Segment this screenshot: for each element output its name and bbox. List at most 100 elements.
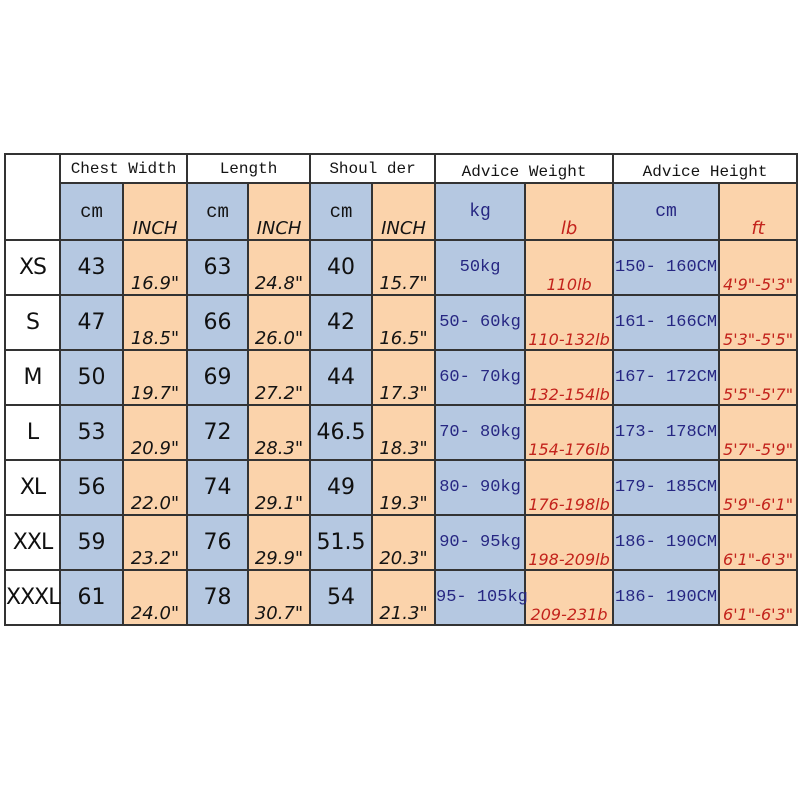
unit-shoulder-cm: cm [309, 182, 374, 241]
size-label: XL [4, 459, 61, 516]
shoulder-inch-cell: 19.3" [371, 459, 437, 516]
weight-lb-cell: 154-176lb [524, 404, 615, 461]
length-cm-cell: 78 [186, 569, 249, 626]
length-inch-cell: 24.8" [246, 239, 312, 296]
length-cm-cell: 72 [186, 404, 249, 461]
unit-length-inch: INCH [246, 182, 312, 241]
length-cm-cell: 69 [186, 349, 249, 406]
unit-weight-kg: kg [434, 182, 527, 241]
chest-cm-cell: 56 [59, 459, 124, 516]
height-ft-cell: 5'9"-6'1" [718, 459, 799, 516]
weight-kg-cell: 50- 60kg [434, 294, 527, 351]
unit-length-cm: cm [186, 182, 249, 241]
size-chart-table: Chest Width Length Shoul der Advice Weig… [4, 153, 799, 626]
shoulder-inch-cell: 21.3" [371, 569, 437, 626]
shoulder-inch-cell: 18.3" [371, 404, 437, 461]
weight-kg-cell: 70- 80kg [434, 404, 527, 461]
weight-kg-cell: 80- 90kg [434, 459, 527, 516]
corner-cell [4, 153, 61, 241]
shoulder-cm-cell: 46.5 [309, 404, 374, 461]
height-cm-cell: 161- 166CM [612, 294, 721, 351]
length-cm-cell: 74 [186, 459, 249, 516]
size-label: S [4, 294, 61, 351]
column-group-chest-width: Chest Width [59, 153, 188, 184]
size-row-xxxl: XXXL 61 24.0" 78 30.7" 54 21.3" 95- 105k… [4, 569, 799, 626]
chest-cm-cell: 53 [59, 404, 124, 461]
size-label: XXL [4, 514, 61, 571]
chest-cm-cell: 61 [59, 569, 124, 626]
height-cm-cell: 150- 160CM [612, 239, 721, 296]
column-group-advice-weight: Advice Weight [434, 153, 615, 184]
height-ft-cell: 4'9"-5'3" [718, 239, 799, 296]
shoulder-cm-cell: 44 [309, 349, 374, 406]
chest-inch-cell: 23.2" [122, 514, 188, 571]
length-inch-cell: 29.1" [246, 459, 312, 516]
chest-inch-cell: 22.0" [122, 459, 188, 516]
weight-lb-cell: 110lb [524, 239, 615, 296]
height-ft-cell: 5'7"-5'9" [718, 404, 799, 461]
column-group-advice-height: Advice Height [612, 153, 799, 184]
length-cm-cell: 76 [186, 514, 249, 571]
chest-inch-cell: 16.9" [122, 239, 188, 296]
length-inch-cell: 26.0" [246, 294, 312, 351]
unit-header-row: cm INCH cm INCH cm INCH kg lb cm ft [5, 182, 799, 241]
chest-inch-cell: 18.5" [122, 294, 188, 351]
shoulder-inch-cell: 16.5" [371, 294, 437, 351]
weight-lb-cell: 209-231b [524, 569, 615, 626]
weight-lb-cell: 198-209lb [524, 514, 615, 571]
unit-weight-lb: lb [524, 182, 615, 241]
shoulder-cm-cell: 42 [309, 294, 374, 351]
shoulder-inch-cell: 20.3" [371, 514, 437, 571]
size-label: L [4, 404, 61, 461]
shoulder-cm-cell: 49 [309, 459, 374, 516]
unit-shoulder-inch: INCH [371, 182, 437, 241]
height-ft-cell: 5'5"-5'7" [718, 349, 799, 406]
height-cm-cell: 179- 185CM [612, 459, 721, 516]
shoulder-cm-cell: 54 [309, 569, 374, 626]
chest-inch-cell: 24.0" [122, 569, 188, 626]
height-cm-cell: 167- 172CM [612, 349, 721, 406]
weight-lb-cell: 176-198lb [524, 459, 615, 516]
column-group-length: Length [185, 153, 312, 184]
shoulder-cm-cell: 40 [309, 239, 374, 296]
unit-chest-inch: INCH [122, 182, 188, 241]
length-inch-cell: 30.7" [246, 569, 312, 626]
size-row-l: L 53 20.9" 72 28.3" 46.5 18.3" 70- 80kg … [4, 404, 799, 461]
size-row-xxl: XXL 59 23.2" 76 29.9" 51.5 20.3" 90- 95k… [4, 514, 799, 571]
chest-cm-cell: 47 [59, 294, 124, 351]
weight-kg-cell: 95- 105kg [434, 569, 528, 626]
chest-cm-cell: 50 [59, 349, 124, 406]
size-row-xs: XS 43 16.9" 63 24.8" 40 15.7" 50kg 110lb… [4, 239, 799, 296]
unit-height-ft: ft [718, 182, 799, 241]
shoulder-inch-cell: 15.7" [371, 239, 437, 296]
weight-kg-cell: 90- 95kg [434, 514, 527, 571]
size-label: XXXL [4, 569, 61, 626]
length-inch-cell: 28.3" [246, 404, 312, 461]
size-row-xl: XL 56 22.0" 74 29.1" 49 19.3" 80- 90kg 1… [4, 459, 799, 516]
height-ft-cell: 6'1"-6'3" [718, 569, 799, 626]
length-cm-cell: 63 [186, 239, 249, 296]
chest-inch-cell: 20.9" [122, 404, 188, 461]
size-row-s: S 47 18.5" 66 26.0" 42 16.5" 50- 60kg 11… [4, 294, 799, 351]
size-row-m: M 50 19.7" 69 27.2" 44 17.3" 60- 70kg 13… [4, 349, 799, 406]
column-group-row: Chest Width Length Shoul der Advice Weig… [4, 153, 799, 241]
height-cm-cell: 186- 190CM [612, 569, 721, 626]
shoulder-cm-cell: 51.5 [309, 514, 374, 571]
weight-lb-cell: 110-132lb [524, 294, 615, 351]
weight-kg-cell: 50kg [434, 239, 527, 296]
shoulder-inch-cell: 17.3" [371, 349, 437, 406]
height-cm-cell: 173- 178CM [612, 404, 721, 461]
weight-kg-cell: 60- 70kg [434, 349, 527, 406]
length-inch-cell: 29.9" [246, 514, 312, 571]
chest-cm-cell: 43 [59, 239, 124, 296]
height-ft-cell: 5'3"-5'5" [718, 294, 799, 351]
height-cm-cell: 186- 190CM [612, 514, 721, 571]
size-label: XS [4, 239, 61, 296]
length-inch-cell: 27.2" [246, 349, 312, 406]
size-label: M [4, 349, 61, 406]
length-cm-cell: 66 [186, 294, 249, 351]
column-group-shoulder: Shoul der [309, 153, 437, 184]
chest-cm-cell: 59 [59, 514, 124, 571]
unit-chest-cm: cm [59, 182, 124, 241]
height-ft-cell: 6'1"-6'3" [718, 514, 799, 571]
